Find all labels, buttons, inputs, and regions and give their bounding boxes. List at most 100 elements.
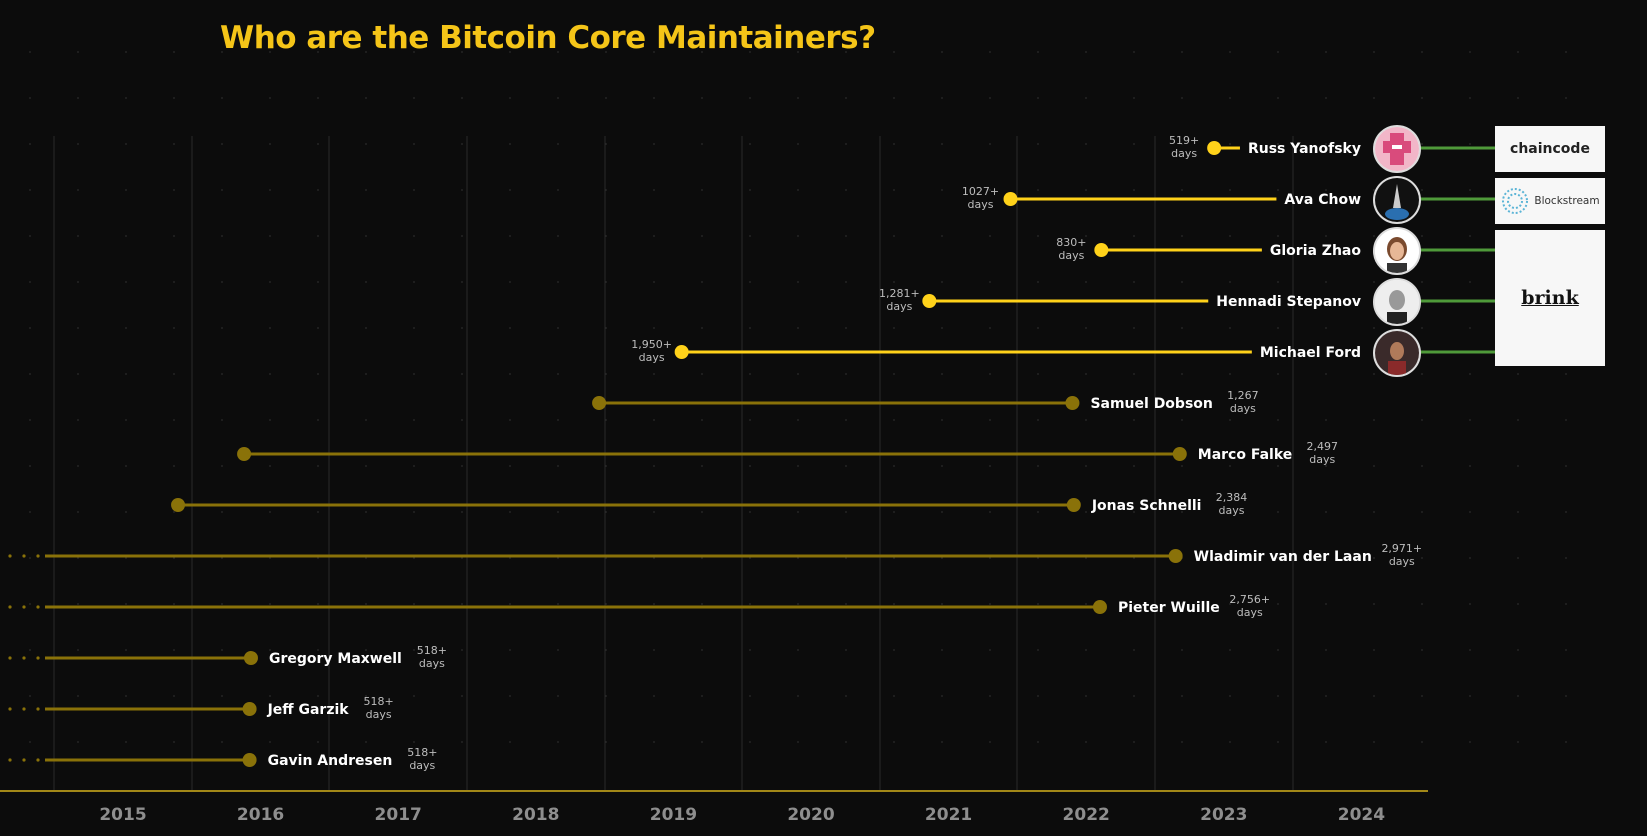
background-dot — [1517, 511, 1519, 513]
days-count-gavin-andresen: 518+ — [407, 746, 437, 759]
background-dot — [317, 465, 319, 467]
background-dot — [701, 143, 703, 145]
background-dot — [317, 557, 319, 559]
background-dot — [797, 649, 799, 651]
background-dot — [1421, 327, 1423, 329]
background-dot — [1325, 603, 1327, 605]
background-dot — [509, 603, 511, 605]
continuation-dot — [36, 707, 40, 711]
background-dot — [317, 235, 319, 237]
background-dot — [461, 465, 463, 467]
background-dot — [1277, 189, 1279, 191]
background-dot — [365, 695, 367, 697]
background-dot — [557, 511, 559, 513]
background-dot — [845, 281, 847, 283]
background-dot — [269, 649, 271, 651]
background-dot — [365, 235, 367, 237]
continuation-dot — [8, 605, 12, 609]
background-dot — [1277, 557, 1279, 559]
background-dot — [653, 603, 655, 605]
background-dot — [1085, 419, 1087, 421]
background-dot — [1421, 511, 1423, 513]
background-dot — [941, 281, 943, 283]
background-dot — [77, 327, 79, 329]
background-dot — [845, 419, 847, 421]
background-dot — [701, 235, 703, 237]
background-dot — [1133, 649, 1135, 651]
background-dot — [893, 695, 895, 697]
background-dot — [461, 189, 463, 191]
background-dot — [125, 511, 127, 513]
maintainer-name-michael-ford: Michael Ford — [1260, 345, 1361, 361]
background-dot — [221, 419, 223, 421]
background-dot — [1085, 695, 1087, 697]
maintainer-name-gregory-maxwell: Gregory Maxwell — [269, 651, 402, 667]
start-dot-russ-yanofsky — [1207, 141, 1222, 155]
background-dot — [461, 97, 463, 99]
background-dot — [1517, 695, 1519, 697]
background-dot — [1373, 51, 1375, 53]
background-dot — [1037, 603, 1039, 605]
background-dot — [221, 281, 223, 283]
background-dot — [893, 649, 895, 651]
background-dot — [1373, 557, 1375, 559]
background-dot — [1085, 189, 1087, 191]
background-dot — [989, 51, 991, 53]
background-dot — [365, 97, 367, 99]
background-dot — [941, 465, 943, 467]
background-dot — [1373, 419, 1375, 421]
background-dot — [1229, 741, 1231, 743]
background-dot — [125, 281, 127, 283]
background-dot — [269, 695, 271, 697]
background-dot — [653, 97, 655, 99]
background-dot — [893, 511, 895, 513]
chaincode-avatar-icon — [1375, 127, 1419, 171]
start-dot-marco-falke — [237, 447, 252, 461]
background-dot — [1229, 419, 1231, 421]
background-dot — [749, 695, 751, 697]
background-dot — [365, 419, 367, 421]
background-dot — [221, 649, 223, 651]
background-dot — [1277, 649, 1279, 651]
brink-logo-text: brink — [1521, 287, 1579, 309]
background-dot — [653, 235, 655, 237]
background-dot — [29, 603, 31, 605]
background-dot — [173, 189, 175, 191]
background-dot — [221, 741, 223, 743]
background-dot — [797, 695, 799, 697]
background-dot — [221, 557, 223, 559]
background-dot — [1469, 649, 1471, 651]
end-dot-jonas-schnelli — [1066, 498, 1081, 512]
background-dot — [461, 51, 463, 53]
background-dot — [1181, 511, 1183, 513]
background-dot — [413, 97, 415, 99]
background-dot — [317, 373, 319, 375]
background-dot — [893, 235, 895, 237]
background-dot — [1085, 235, 1087, 237]
background-dot — [461, 511, 463, 513]
background-dot — [605, 189, 607, 191]
background-dot — [461, 143, 463, 145]
background-dot — [701, 603, 703, 605]
background-dot — [269, 511, 271, 513]
continuation-dot — [36, 605, 40, 609]
background-dot — [941, 557, 943, 559]
background-dot — [365, 189, 367, 191]
background-dot — [701, 419, 703, 421]
background-dot — [1421, 419, 1423, 421]
background-dot — [1469, 557, 1471, 559]
days-label-jeff-garzik: days — [366, 708, 392, 721]
start-dot-ava-chow — [1003, 192, 1018, 206]
background-dot — [845, 143, 847, 145]
background-dot — [461, 419, 463, 421]
background-dot — [1133, 189, 1135, 191]
background-dot — [653, 373, 655, 375]
background-dot — [1277, 373, 1279, 375]
background-dot — [845, 557, 847, 559]
background-dot — [941, 373, 943, 375]
background-dot — [605, 695, 607, 697]
background-dot — [365, 51, 367, 53]
background-dot — [1373, 373, 1375, 375]
background-dot — [461, 373, 463, 375]
background-dot — [1277, 695, 1279, 697]
